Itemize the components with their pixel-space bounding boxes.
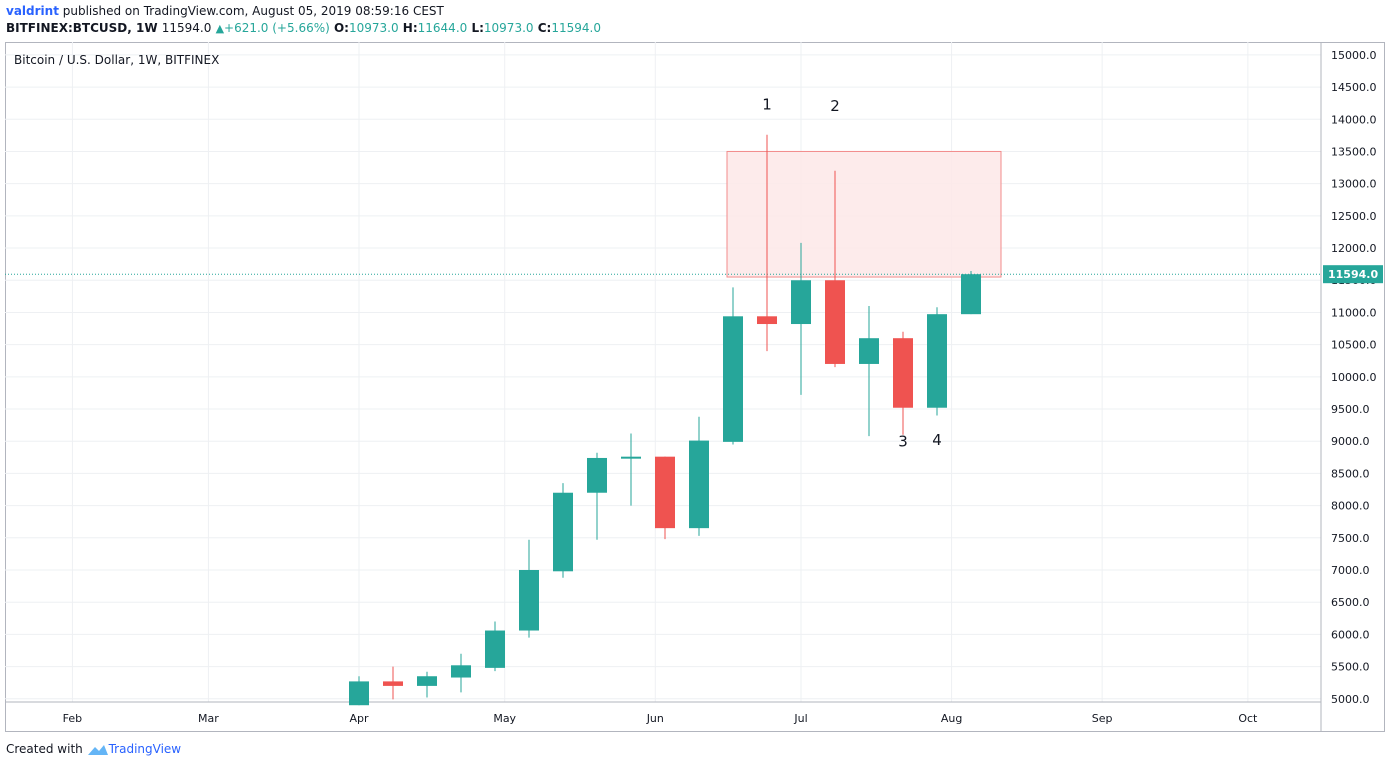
price-tick-label: 6500.0 (1331, 596, 1370, 609)
price-tick-label: 12500.0 (1331, 210, 1377, 223)
low-value: 10973.0 (483, 21, 534, 35)
low-label: L: (471, 21, 484, 35)
time-tick-label: Feb (63, 712, 82, 725)
wave-annotation-label: 1 (762, 96, 772, 114)
price-tick-label: 11000.0 (1331, 306, 1377, 319)
price-tick-label: 5500.0 (1331, 661, 1370, 674)
candle-body (485, 630, 505, 668)
price-tick-label: 9500.0 (1331, 403, 1370, 416)
price-tick-label: 14000.0 (1331, 113, 1377, 126)
price-tick-label: 9000.0 (1331, 435, 1370, 448)
candle-body (383, 681, 403, 686)
close-value: 11594.0 (551, 21, 601, 35)
resistance-zone (726, 150, 1002, 278)
price-chart[interactable]: 5000.0 5500.0 6000.0 6500.0 7000.0 7500.0 8000… (5, 42, 1385, 732)
price-tick-label: 7000.0 (1331, 564, 1370, 577)
wave-annotation-label: 4 (932, 431, 942, 449)
tradingview-brand-link[interactable]: TradingView (108, 742, 182, 756)
footer: Created with TradingView (6, 742, 181, 756)
high-label: H: (402, 21, 418, 35)
candle-body (723, 316, 743, 442)
tradingview-logo-icon (87, 744, 108, 755)
publish-info: valdrint published on TradingView.com, A… (6, 4, 444, 18)
price-tick-label: 8000.0 (1331, 500, 1370, 513)
last-price-tag (1323, 265, 1383, 284)
last-price-label: 11594.0 (1328, 268, 1378, 281)
price-tick-label: 8500.0 (1331, 467, 1370, 480)
price-tick-label: 14500.0 (1331, 81, 1377, 94)
price-tick-label: 13500.0 (1331, 145, 1377, 158)
candle-body (961, 274, 981, 315)
candle-body (757, 316, 777, 325)
candle-body (519, 570, 539, 631)
chart-frame (5, 42, 1385, 732)
candle-body (621, 456, 641, 459)
symbol-label: BITFINEX:BTCUSD, 1W (6, 21, 158, 35)
open-label: O: (333, 21, 349, 35)
close-label: C: (537, 21, 552, 35)
candle-body (791, 280, 811, 325)
candle-body (927, 314, 947, 408)
open-value: 10973.0 (348, 21, 399, 35)
ohlc-legend: BITFINEX:BTCUSD, 1W 11594.0 ▲+621.0 (+5.… (6, 21, 601, 35)
candle-body (451, 665, 471, 678)
change-value: +621.0 (+5.66%) (224, 21, 330, 35)
price-tick-label: 13000.0 (1331, 178, 1377, 191)
candle-body (587, 457, 607, 493)
time-tick-label: Oct (1238, 712, 1258, 725)
candle-body (859, 338, 879, 364)
candle-body (689, 440, 709, 529)
chart-header: valdrint published on TradingView.com, A… (0, 0, 1391, 42)
up-triangle-icon: ▲ (215, 22, 225, 35)
time-tick-label: Jul (793, 712, 807, 725)
price-tick-label: 10000.0 (1331, 371, 1377, 384)
wave-annotation-label: 2 (830, 97, 840, 115)
time-tick-label: Jun (646, 712, 664, 725)
price-tick-label: 10500.0 (1331, 339, 1377, 352)
time-tick-label: Mar (198, 712, 219, 725)
candle-body (825, 280, 845, 364)
candle-body (553, 492, 573, 572)
last-value: 11594.0 (161, 21, 212, 35)
time-tick-label: Apr (349, 712, 369, 725)
candle-body (349, 681, 369, 706)
high-value: 11644.0 (417, 21, 468, 35)
time-tick-label: Sep (1092, 712, 1113, 725)
time-tick-label: Aug (941, 712, 962, 725)
created-with-text: Created with (6, 742, 83, 756)
time-tick-label: May (493, 712, 516, 725)
candle-body (893, 338, 913, 408)
candle-body (417, 676, 437, 686)
chart-title: Bitcoin / U.S. Dollar, 1W, BITFINEX (14, 53, 219, 67)
price-tick-label: 6000.0 (1331, 628, 1370, 641)
wave-annotation-label: 3 (898, 432, 908, 450)
published-text: published on TradingView.com, August 05,… (58, 4, 444, 18)
price-tick-label: 12000.0 (1331, 242, 1377, 255)
price-tick-label: 15000.0 (1331, 49, 1377, 62)
price-tick-label: 7500.0 (1331, 532, 1370, 545)
candle-body (655, 456, 675, 529)
price-tick-label: 5000.0 (1331, 693, 1370, 706)
author-link[interactable]: valdrint (6, 4, 59, 18)
